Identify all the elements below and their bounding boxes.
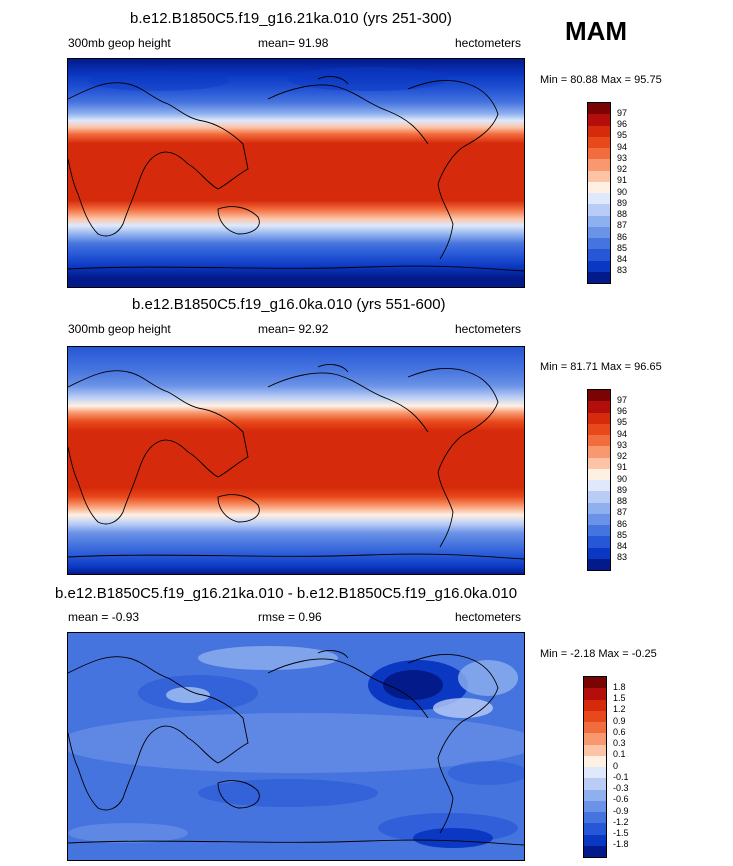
colorbar-tick-label: -0.6 bbox=[613, 794, 629, 804]
colorbar-tick-label: 94 bbox=[617, 429, 628, 439]
panel-2-variable-label: 300mb geop height bbox=[68, 322, 171, 336]
panel-3-rmse: rmse = 0.96 bbox=[258, 610, 322, 624]
colorbar-tick-label: -1.8 bbox=[613, 839, 629, 849]
colorbar-tick-label: 84 bbox=[617, 541, 628, 551]
colorbar-tick-label: 83 bbox=[617, 552, 628, 562]
colorbar-tick-label: 93 bbox=[617, 440, 628, 450]
panel-2-map bbox=[67, 346, 525, 575]
colorbar-tick-label: 87 bbox=[617, 507, 628, 517]
panel-1-minmax: Min = 80.88 Max = 95.75 bbox=[540, 74, 662, 86]
panel-3-colorbar-swatches bbox=[583, 676, 607, 858]
colorbar-tick-label: -0.1 bbox=[613, 772, 629, 782]
colorbar-tick-label: 1.2 bbox=[613, 704, 626, 714]
colorbar-tick-label: 89 bbox=[617, 485, 628, 495]
panel-1-colorbar-swatches bbox=[587, 102, 611, 284]
colorbar-tick-label: 88 bbox=[617, 496, 628, 506]
panel-3-minmax: Min = -2.18 Max = -0.25 bbox=[540, 648, 657, 660]
colorbar-tick-label: 86 bbox=[617, 232, 628, 242]
colorbar-tick-label: 1.5 bbox=[613, 693, 626, 703]
colorbar-tick-label: 86 bbox=[617, 519, 628, 529]
colorbar-tick-label: 92 bbox=[617, 451, 628, 461]
colorbar-tick-label: -0.9 bbox=[613, 806, 629, 816]
panel-3-units: hectometers bbox=[455, 610, 522, 624]
panel-3-title: b.e12.B1850C5.f19_g16.21ka.010 - b.e12.B… bbox=[55, 585, 518, 602]
colorbar-tick-label: 84 bbox=[617, 254, 628, 264]
colorbar-tick-label: 91 bbox=[617, 175, 628, 185]
colorbar-tick-label: 93 bbox=[617, 153, 628, 163]
panel-1-mean: mean= 91.98 bbox=[258, 36, 329, 50]
colorbar-tick-label: 0 bbox=[613, 761, 619, 771]
panel-3-mean: mean = -0.93 bbox=[68, 610, 140, 624]
panel-2-minmax: Min = 81.71 Max = 96.65 bbox=[540, 361, 662, 373]
season-label: MAM bbox=[565, 16, 628, 46]
colorbar-tick-label: 0.3 bbox=[613, 738, 626, 748]
colorbar-tick-label: 87 bbox=[617, 220, 628, 230]
colorbar-tick-label: 1.8 bbox=[613, 682, 626, 692]
panel-1-units: hectometers bbox=[455, 36, 522, 50]
colorbar-tick-label: 90 bbox=[617, 187, 628, 197]
panel-2-colorbar-swatches bbox=[587, 389, 611, 571]
colorbar-tick-label: 0.9 bbox=[613, 716, 626, 726]
panel-2-title: b.e12.B1850C5.f19_g16.0ka.010 (yrs 551-6… bbox=[132, 296, 446, 313]
colorbar-tick-label: 97 bbox=[617, 395, 628, 405]
colorbar-tick-label: 91 bbox=[617, 462, 628, 472]
colorbar-tick-label: -0.3 bbox=[613, 783, 629, 793]
colorbar-tick-label: 95 bbox=[617, 130, 628, 140]
panel-1-variable-label: 300mb geop height bbox=[68, 36, 171, 50]
colorbar-tick-label: 94 bbox=[617, 142, 628, 152]
colorbar-tick-label: 97 bbox=[617, 108, 628, 118]
colorbar-tick-label: 96 bbox=[617, 119, 628, 129]
colorbar-tick-label: 0.6 bbox=[613, 727, 626, 737]
colorbar-tick-label: 96 bbox=[617, 406, 628, 416]
colorbar-tick-label: 92 bbox=[617, 164, 628, 174]
panel-2-units: hectometers bbox=[455, 322, 522, 336]
colorbar-tick-label: -1.5 bbox=[613, 828, 629, 838]
colorbar-tick-label: 95 bbox=[617, 417, 628, 427]
colorbar-tick-label: 90 bbox=[617, 474, 628, 484]
colorbar-tick-label: 0.1 bbox=[613, 749, 626, 759]
panel-2-mean: mean= 92.92 bbox=[258, 322, 329, 336]
panel-1-map bbox=[67, 58, 525, 288]
colorbar-tick-label: 88 bbox=[617, 209, 628, 219]
colorbar-tick-label: 89 bbox=[617, 198, 628, 208]
panel-3-map bbox=[67, 632, 525, 861]
panel-1-title: b.e12.B1850C5.f19_g16.21ka.010 (yrs 251-… bbox=[130, 10, 452, 27]
colorbar-tick-label: 85 bbox=[617, 530, 628, 540]
colorbar-tick-label: 83 bbox=[617, 265, 628, 275]
colorbar-tick-label: 85 bbox=[617, 243, 628, 253]
colorbar-tick-label: -1.2 bbox=[613, 817, 629, 827]
